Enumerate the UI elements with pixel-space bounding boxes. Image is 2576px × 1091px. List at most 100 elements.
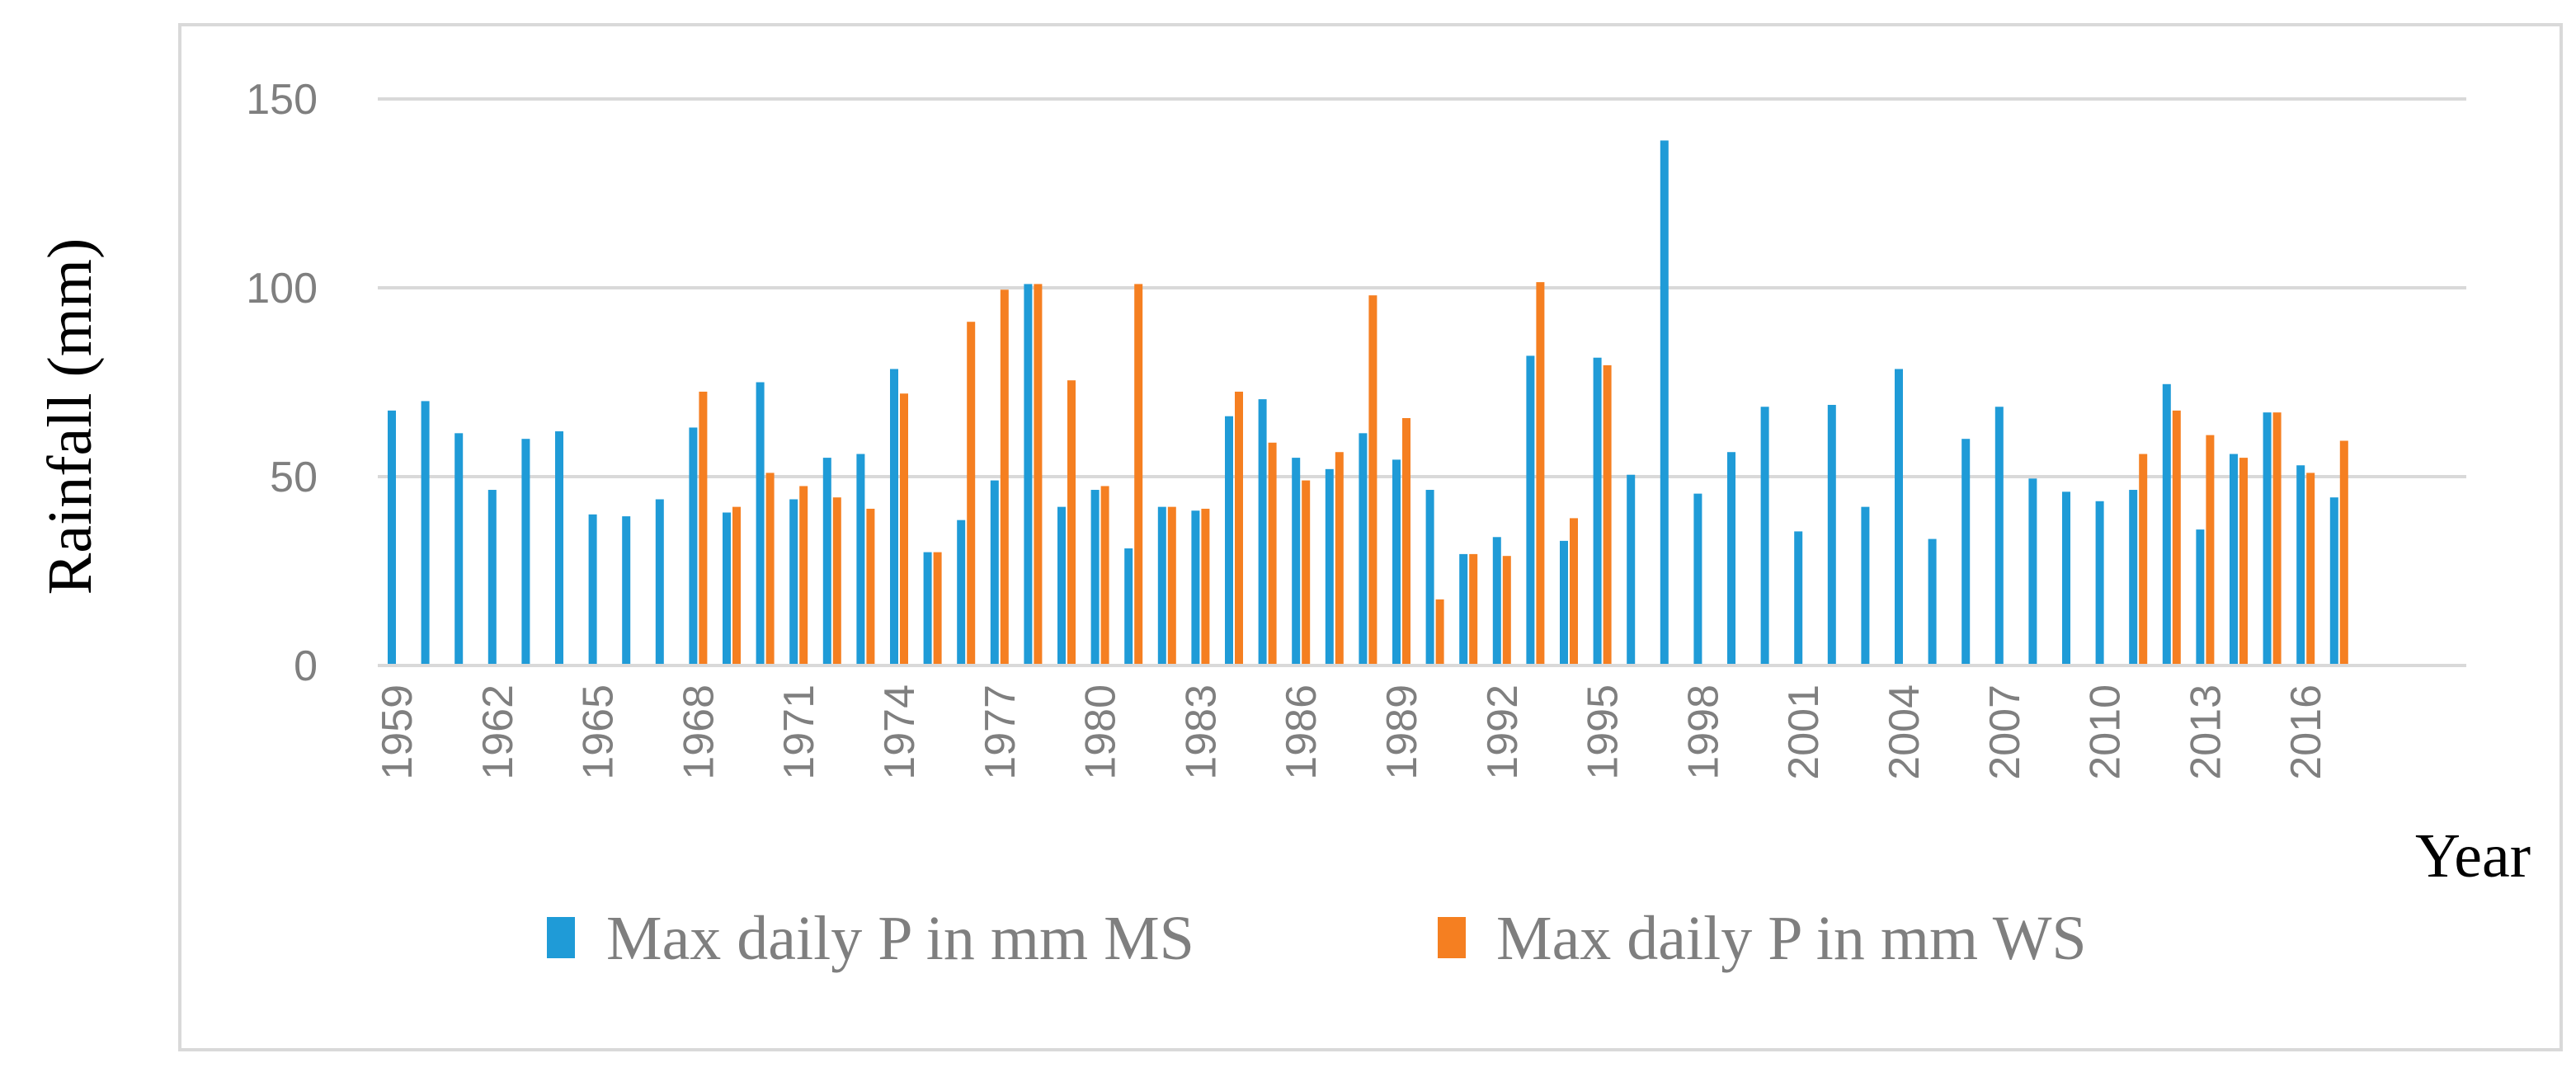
bar-ms-1984 (1225, 416, 1233, 665)
bar-ms-1989 (1392, 459, 1401, 665)
bar-ws-2016 (2306, 473, 2315, 665)
bar-ms-2010 (2095, 501, 2104, 665)
bar-ms-1987 (1325, 468, 1334, 665)
bar-ms-1975 (923, 552, 932, 665)
x-axis-ticks: 1959 1962 1965 1968 1971 1974 1977 1980 1983 1986… (374, 684, 2330, 780)
bar-ms-1959 (388, 410, 396, 665)
gridlines (378, 97, 2466, 478)
x-tick-label: 1983 (1177, 684, 1225, 780)
bar-ws-2011 (2139, 454, 2148, 665)
bar-ws-1971 (799, 486, 808, 665)
bar-ms-2014 (2230, 454, 2238, 665)
bar-ms-1973 (856, 454, 865, 665)
x-tick-label: 1965 (575, 684, 623, 780)
bar-ms-2012 (2162, 383, 2171, 665)
x-tick-label: 1986 (1278, 684, 1326, 780)
bars (388, 140, 2348, 665)
bar-ms-1981 (1124, 548, 1133, 665)
x-tick-label: 2001 (1780, 684, 1828, 780)
bar-ms-1962 (487, 490, 497, 665)
bar-ms-2001 (1794, 531, 1803, 665)
bar-ms-1968 (689, 427, 698, 665)
bar-ms-2002 (1827, 404, 1836, 665)
x-tick-label: 2007 (1981, 684, 2029, 780)
bar-ms-1997 (1660, 140, 1669, 665)
bar-ws-1972 (832, 497, 841, 665)
bar-ms-1990 (1425, 490, 1434, 665)
bar-ms-1965 (588, 514, 597, 665)
bar-ms-1964 (555, 431, 563, 665)
bar-ms-1966 (622, 516, 631, 665)
x-tick-label: 2004 (1881, 684, 1928, 780)
bar-ms-2017 (2329, 497, 2338, 665)
bar-ws-1975 (933, 552, 942, 665)
legend-swatch-ms (547, 917, 575, 958)
bar-ws-1993 (1536, 282, 1545, 665)
bar-ms-1983 (1191, 510, 1200, 665)
bar-ms-2000 (1760, 407, 1769, 665)
bar-ws-1982 (1167, 506, 1176, 665)
bar-ms-2009 (2062, 491, 2070, 665)
bar-ws-1974 (900, 393, 908, 665)
bar-ws-1986 (1302, 480, 1311, 665)
bar-ws-2014 (2239, 458, 2248, 665)
bar-ws-2013 (2206, 435, 2215, 665)
bar-ws-1976 (967, 322, 976, 665)
bar-ms-2011 (2129, 490, 2138, 665)
bar-ms-1992 (1492, 537, 1501, 665)
y-axis-ticks: 0 50 100 150 (246, 76, 318, 690)
bar-ms-1960 (421, 401, 430, 665)
bar-ms-2013 (2196, 529, 2205, 665)
bar-ms-1985 (1258, 399, 1267, 665)
bar-ws-1970 (765, 473, 775, 665)
bar-ms-1991 (1459, 553, 1468, 665)
x-tick-label: 1989 (1378, 684, 1426, 780)
x-tick-label: 2016 (2282, 684, 2330, 780)
bar-ms-1978 (1024, 284, 1033, 665)
bar-ms-1969 (723, 512, 731, 665)
bar-ms-1995 (1593, 357, 1602, 665)
bar-ms-1996 (1627, 474, 1636, 665)
x-tick-label: 1962 (474, 684, 522, 780)
bar-ms-1977 (990, 480, 999, 665)
y-tick-label: 50 (270, 454, 318, 501)
legend: Max daily P in mm MS Max daily P in mm W… (547, 904, 2087, 973)
legend-label-ws: Max daily P in mm WS (1496, 904, 2087, 973)
bar-ms-2003 (1861, 506, 1870, 665)
bar-ws-1980 (1100, 486, 1109, 665)
x-tick-label: 2010 (2082, 684, 2130, 780)
x-tick-label: 1998 (1679, 684, 1727, 780)
bar-ms-1988 (1359, 433, 1368, 665)
y-tick-label: 150 (246, 76, 318, 124)
bar-ms-2007 (1994, 407, 2004, 665)
bar-ws-1984 (1235, 391, 1243, 665)
bar-ms-1980 (1090, 490, 1100, 665)
bar-ms-1998 (1693, 493, 1702, 665)
bar-ms-1979 (1057, 506, 1066, 665)
bar-ms-2004 (1895, 369, 1903, 665)
bar-ms-1974 (890, 369, 898, 665)
bar-ws-1988 (1368, 295, 1377, 665)
x-tick-label: 1977 (977, 684, 1024, 780)
bar-ws-1977 (1000, 289, 1009, 665)
bar-ws-1969 (732, 506, 741, 665)
y-tick-label: 0 (294, 642, 318, 690)
bar-ms-1986 (1292, 458, 1301, 665)
bar-ws-1992 (1502, 556, 1511, 665)
bar-ms-1967 (655, 499, 664, 665)
bar-ms-1971 (789, 499, 798, 665)
x-tick-label: 1968 (675, 684, 723, 780)
bar-ws-1989 (1402, 418, 1410, 665)
bar-ws-1994 (1570, 518, 1578, 665)
bar-ws-2017 (2339, 440, 2348, 665)
bar-ws-1987 (1335, 452, 1344, 665)
bar-ms-1963 (521, 439, 530, 665)
bar-ws-1985 (1268, 442, 1277, 665)
x-tick-label: 1995 (1580, 684, 1627, 780)
bar-ms-1982 (1157, 506, 1166, 665)
bar-ws-1990 (1435, 599, 1444, 665)
x-tick-label: 1992 (1479, 684, 1527, 780)
bar-ws-1979 (1067, 380, 1076, 665)
bar-ms-2008 (2028, 478, 2037, 665)
